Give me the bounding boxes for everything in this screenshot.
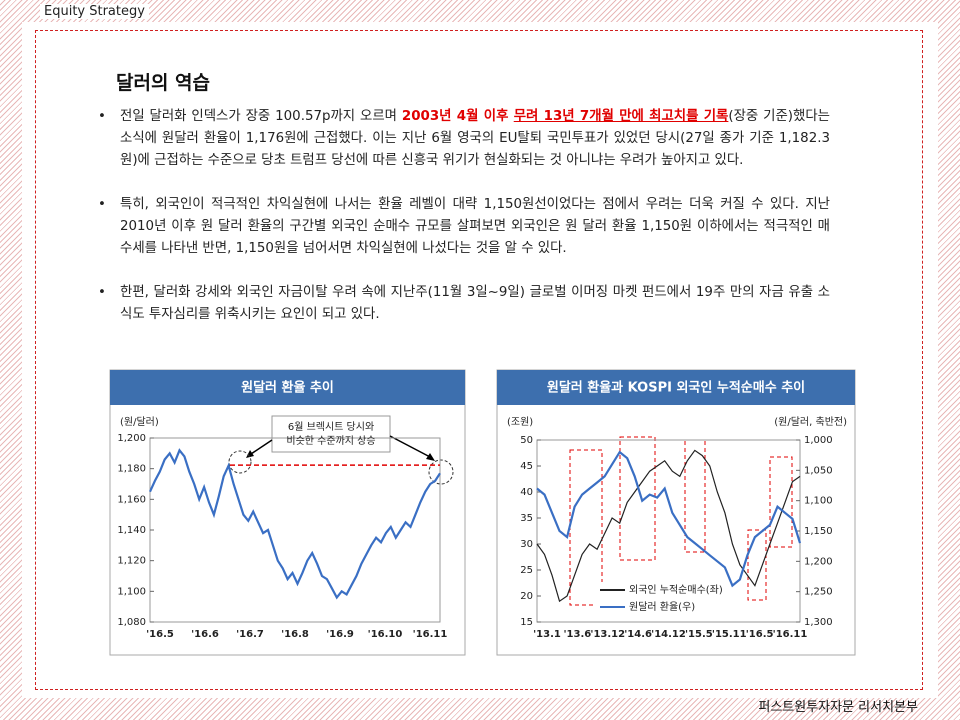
x-tick-label: '13.12 — [590, 629, 625, 640]
bullet-text: 전일 달러화 인덱스가 장중 100.57p까지 오르며 — [120, 109, 402, 124]
y-tick-label: 15 — [520, 617, 533, 628]
bullet-text: 2003년 4월 이후 — [401, 109, 514, 124]
x-tick-label: '15.5 — [685, 629, 713, 640]
x-tick-label: '16.8 — [281, 629, 309, 640]
x-tick-label: '14.12 — [651, 629, 686, 640]
bullet-text: (장중 기준)했다는 소식에 원달러 환율이 1,176원에 근접했다. 이는 … — [120, 109, 830, 168]
highlight-box — [747, 529, 767, 601]
series-line — [148, 448, 441, 600]
x-tick-label: '14.6 — [624, 629, 652, 640]
annotation: 비슷한 수준까지 상승 — [286, 435, 375, 447]
y2-tick-label: 1,200 — [804, 556, 833, 567]
x-tick-label: '16.11 — [773, 629, 808, 640]
bullet-list: 전일 달러화 인덱스가 장중 100.57p까지 오르며 2003년 4월 이후… — [98, 106, 830, 348]
highlight-box — [619, 436, 656, 561]
bullet: 한편, 달러화 강세와 외국인 자금이탈 우려 속에 지난주(11월 3일~9일… — [98, 282, 830, 326]
annotation-box — [271, 415, 391, 453]
highlight-box — [769, 456, 793, 548]
highlight-circle — [228, 450, 252, 474]
y2-axis-label: (원/달러, 축반전) — [774, 416, 847, 428]
frame — [35, 30, 923, 690]
x-tick-label: '16.7 — [236, 629, 264, 640]
y-tick-label: 1,180 — [117, 464, 146, 475]
y-axis-label: (조원) — [507, 416, 533, 428]
legend-label: 원달러 환율(우) — [629, 601, 695, 613]
header: Equity Strategy — [40, 4, 149, 19]
y2-tick-label: 1,000 — [804, 435, 833, 446]
legend-label: 외국인 누적순매수(좌) — [629, 584, 723, 596]
x-tick-label: '16.6 — [191, 629, 219, 640]
chart-title-bar — [110, 370, 465, 405]
chart-panel — [109, 369, 466, 656]
y2-tick-label: 1,150 — [804, 526, 833, 537]
y-tick-label: 1,200 — [117, 433, 146, 444]
series-line — [536, 450, 802, 588]
y-tick-label: 45 — [520, 461, 533, 472]
y-tick-label: 1,120 — [117, 556, 146, 567]
y-tick-label: 35 — [520, 513, 533, 524]
y-tick-label: 1,160 — [117, 494, 146, 505]
y2-tick-label: 1,250 — [804, 587, 833, 598]
bullet: 특히, 외국인이 적극적인 차익실현에 나서는 환율 레벨이 대략 1,150원… — [98, 194, 830, 260]
series-line — [536, 449, 801, 603]
x-tick-label: '13.1 — [533, 629, 561, 640]
bullet-text: 무려 13년 7개월 만에 최고치를 기록 — [513, 109, 729, 124]
y2-tick-label: 1,100 — [804, 496, 833, 507]
y-tick-label: 1,080 — [117, 617, 146, 628]
arrow — [389, 435, 433, 459]
x-tick-label: '15.11 — [712, 629, 747, 640]
annotation: 6월 브렉시트 당시와 — [288, 421, 374, 433]
x-tick-label: '16.5 — [146, 629, 174, 640]
chart-title: 원달러 환율과 KOSPI 외국인 누적순매수 추이 — [547, 380, 805, 396]
y-tick-label: 20 — [520, 591, 533, 602]
y-axis-label: (원/달러) — [120, 416, 159, 428]
arrow-head — [246, 450, 254, 458]
x-tick-label: '16.5 — [746, 629, 774, 640]
y2-tick-label: 1,050 — [804, 465, 833, 476]
arrow-head — [426, 453, 435, 461]
bullet-text: 한편, 달러화 강세와 외국인 자금이탈 우려 속에 지난주(11월 3일~9일… — [120, 285, 830, 322]
bullet-text: 특히, 외국인이 적극적인 차익실현에 나서는 환율 레벨이 대략 1,150원… — [120, 197, 830, 256]
y-tick-label: 25 — [520, 565, 533, 576]
y2-tick-label: 1,300 — [804, 617, 833, 628]
chart-title-bar — [497, 370, 855, 405]
y-tick-label: 1,100 — [117, 586, 146, 597]
legend-bg — [595, 582, 713, 614]
y-tick-label: 40 — [520, 487, 533, 498]
bullet: 전일 달러화 인덱스가 장중 100.57p까지 오르며 2003년 4월 이후… — [98, 106, 830, 172]
title: 달러의 역습 — [116, 72, 211, 94]
x-tick-label: '13.6 — [564, 629, 592, 640]
y-tick-label: 30 — [520, 539, 533, 550]
x-tick-label: '16.11 — [413, 629, 448, 640]
footer: 퍼스트원투자자문 리서치본부 — [758, 700, 918, 715]
chart-title: 원달러 환율 추이 — [241, 380, 334, 396]
y-tick-label: 1,140 — [117, 525, 146, 536]
x-tick-label: '16.9 — [326, 629, 354, 640]
y-tick-label: 50 — [520, 435, 533, 446]
x-tick-label: '16.10 — [368, 629, 403, 640]
highlight-circle — [428, 459, 454, 485]
